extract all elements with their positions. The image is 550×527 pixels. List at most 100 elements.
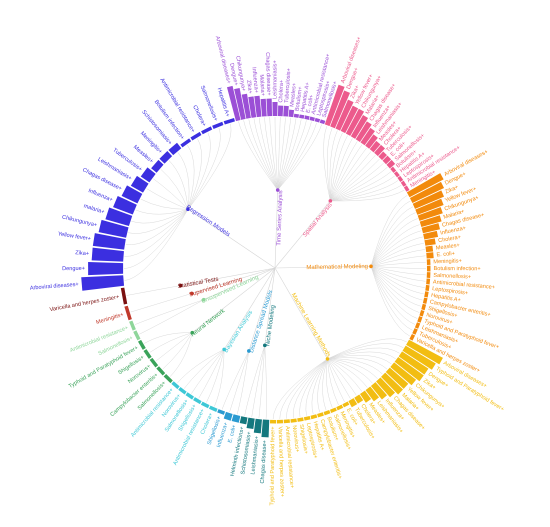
- leaf-label: Arboviral diseases+: [214, 36, 232, 85]
- bar: [226, 85, 241, 122]
- leaf-link: [126, 285, 181, 296]
- leaf-link: [187, 144, 195, 210]
- leaf-link: [330, 175, 395, 202]
- leaf-link: [277, 117, 292, 191]
- bar: [309, 116, 315, 122]
- bar: [180, 138, 192, 148]
- leaf-link: [153, 178, 189, 210]
- bar: [403, 185, 410, 192]
- bar: [310, 414, 318, 420]
- bar: [297, 417, 304, 422]
- bar: [335, 99, 354, 131]
- leaf-label: Hepatitis A+: [431, 293, 462, 304]
- bar-layer: [81, 84, 445, 438]
- leaf-link: [327, 343, 404, 360]
- method-label: Spatial Analysis: [302, 202, 333, 238]
- leaf-link: [274, 116, 278, 191]
- bar: [414, 322, 421, 329]
- leaf-link: [370, 261, 426, 267]
- bar: [208, 405, 218, 412]
- bar: [138, 339, 146, 350]
- leaf-label: Zika+: [444, 184, 459, 195]
- leaf-link: [327, 358, 345, 403]
- bar: [143, 349, 152, 359]
- bar: [426, 259, 431, 265]
- bar: [424, 291, 429, 298]
- leaf-link: [277, 117, 286, 191]
- leaf-link: [330, 162, 384, 202]
- bar: [376, 377, 396, 398]
- method-link: [274, 190, 279, 269]
- bar: [269, 419, 277, 424]
- leaf-link: [330, 158, 380, 202]
- leaf-label: Chagas disease+: [264, 52, 272, 96]
- leaf-link: [299, 358, 328, 417]
- bar: [151, 159, 164, 173]
- bar: [390, 362, 417, 386]
- leaf-link: [214, 349, 225, 407]
- leaf-link: [149, 332, 193, 353]
- leaf-link: [330, 155, 376, 202]
- bar: [303, 415, 311, 421]
- leaf-label: Meningitis+: [433, 258, 462, 265]
- bar: [330, 90, 350, 129]
- leaf-link: [370, 266, 425, 288]
- bar: [168, 142, 182, 156]
- leaf-link: [327, 358, 351, 399]
- method-link: [223, 267, 276, 350]
- leaf-label: Malaria+: [258, 74, 265, 96]
- bar: [91, 247, 124, 262]
- leaf-link: [370, 266, 416, 325]
- leaf-link: [370, 266, 427, 269]
- leaf-label: Measles+: [435, 243, 460, 252]
- leaf-link: [251, 345, 266, 418]
- leaf-link: [146, 188, 189, 210]
- bar: [133, 330, 141, 341]
- bar: [113, 195, 137, 215]
- bar: [246, 417, 255, 430]
- bar: [248, 96, 257, 118]
- bar: [419, 310, 425, 317]
- leaf-link: [370, 230, 422, 267]
- bar: [261, 419, 270, 438]
- bar: [365, 134, 378, 149]
- leaf-label: Tuberculosis+: [284, 68, 292, 103]
- method-link: [274, 267, 328, 360]
- leaf-link: [327, 358, 357, 396]
- leaf-link: [130, 293, 192, 313]
- leaf-link: [264, 117, 278, 191]
- bar: [293, 113, 299, 118]
- leaf-link: [330, 147, 367, 202]
- bar: [415, 198, 444, 215]
- leaf-label: Leishmaniasis+: [250, 436, 260, 475]
- method-node: [263, 343, 267, 348]
- leaf-link: [370, 212, 416, 267]
- bar: [171, 381, 180, 390]
- bar: [178, 387, 187, 395]
- bar: [426, 252, 434, 259]
- leaf-label: Influenza+: [250, 67, 259, 93]
- leaf-link: [327, 355, 392, 365]
- leaf-label: Varicella and herpes zoster+: [277, 426, 285, 497]
- leaf-link: [327, 358, 339, 406]
- leaf-label: Typhoid and Paratyphoid fever+: [269, 426, 276, 505]
- bar: [354, 394, 364, 404]
- leaf-link: [206, 349, 225, 403]
- leaf-label: Antimicrobial resistance+: [69, 325, 129, 354]
- leaf-link: [134, 299, 204, 325]
- leaf-link: [264, 345, 267, 419]
- bar: [400, 180, 407, 187]
- leaf-label: Cholera+: [438, 235, 462, 245]
- bar: [329, 407, 337, 413]
- leaf-link: [370, 266, 413, 331]
- bar: [402, 345, 436, 370]
- bar: [406, 339, 443, 365]
- leaf-link: [277, 122, 317, 191]
- leaf-link: [187, 123, 232, 210]
- leaf-label: Influenza+: [440, 225, 467, 236]
- leaf-link: [253, 118, 278, 191]
- leaf-link: [330, 171, 392, 202]
- leaf-link: [370, 255, 426, 267]
- leaf-link: [279, 358, 328, 419]
